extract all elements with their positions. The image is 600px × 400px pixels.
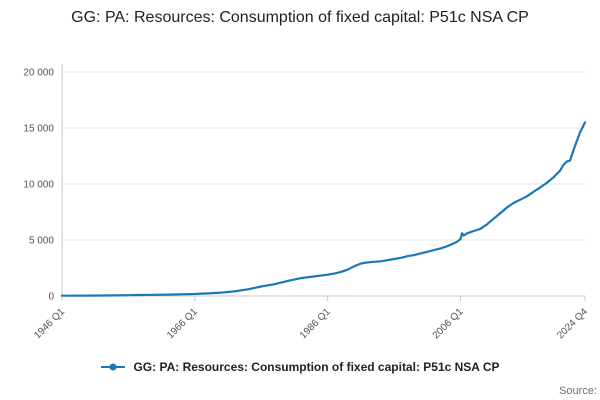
y-tick-label: 20 000 bbox=[23, 68, 54, 79]
y-tick-label: 15 000 bbox=[23, 124, 54, 135]
legend-label: GG: PA: Resources: Consumption of fixed … bbox=[133, 360, 500, 374]
x-tick-label: 2006 Q1 bbox=[431, 306, 466, 341]
source-label: Source: bbox=[559, 385, 597, 397]
chart-title: GG: PA: Resources: Consumption of fixed … bbox=[71, 9, 529, 26]
x-tick-label: 1946 Q1 bbox=[32, 306, 67, 341]
y-tick-label: 0 bbox=[48, 292, 54, 303]
chart-canvas: 0 5 000 10 000 15 000 20 000 1946 Q1 1966 Q1 19… bbox=[23, 64, 590, 341]
x-tick-label: 1966 Q1 bbox=[165, 306, 200, 341]
x-tick-label: 1986 Q1 bbox=[298, 306, 333, 341]
series-line bbox=[60, 121, 587, 297]
y-tick-label: 10 000 bbox=[23, 180, 54, 191]
y-tick-label: 5 000 bbox=[29, 236, 54, 247]
legend: GG: PA: Resources: Consumption of fixed … bbox=[0, 360, 600, 374]
legend-item[interactable]: GG: PA: Resources: Consumption of fixed … bbox=[100, 360, 500, 374]
legend-line-icon bbox=[101, 363, 126, 371]
x-tick-label: 2024 Q4 bbox=[555, 306, 590, 341]
